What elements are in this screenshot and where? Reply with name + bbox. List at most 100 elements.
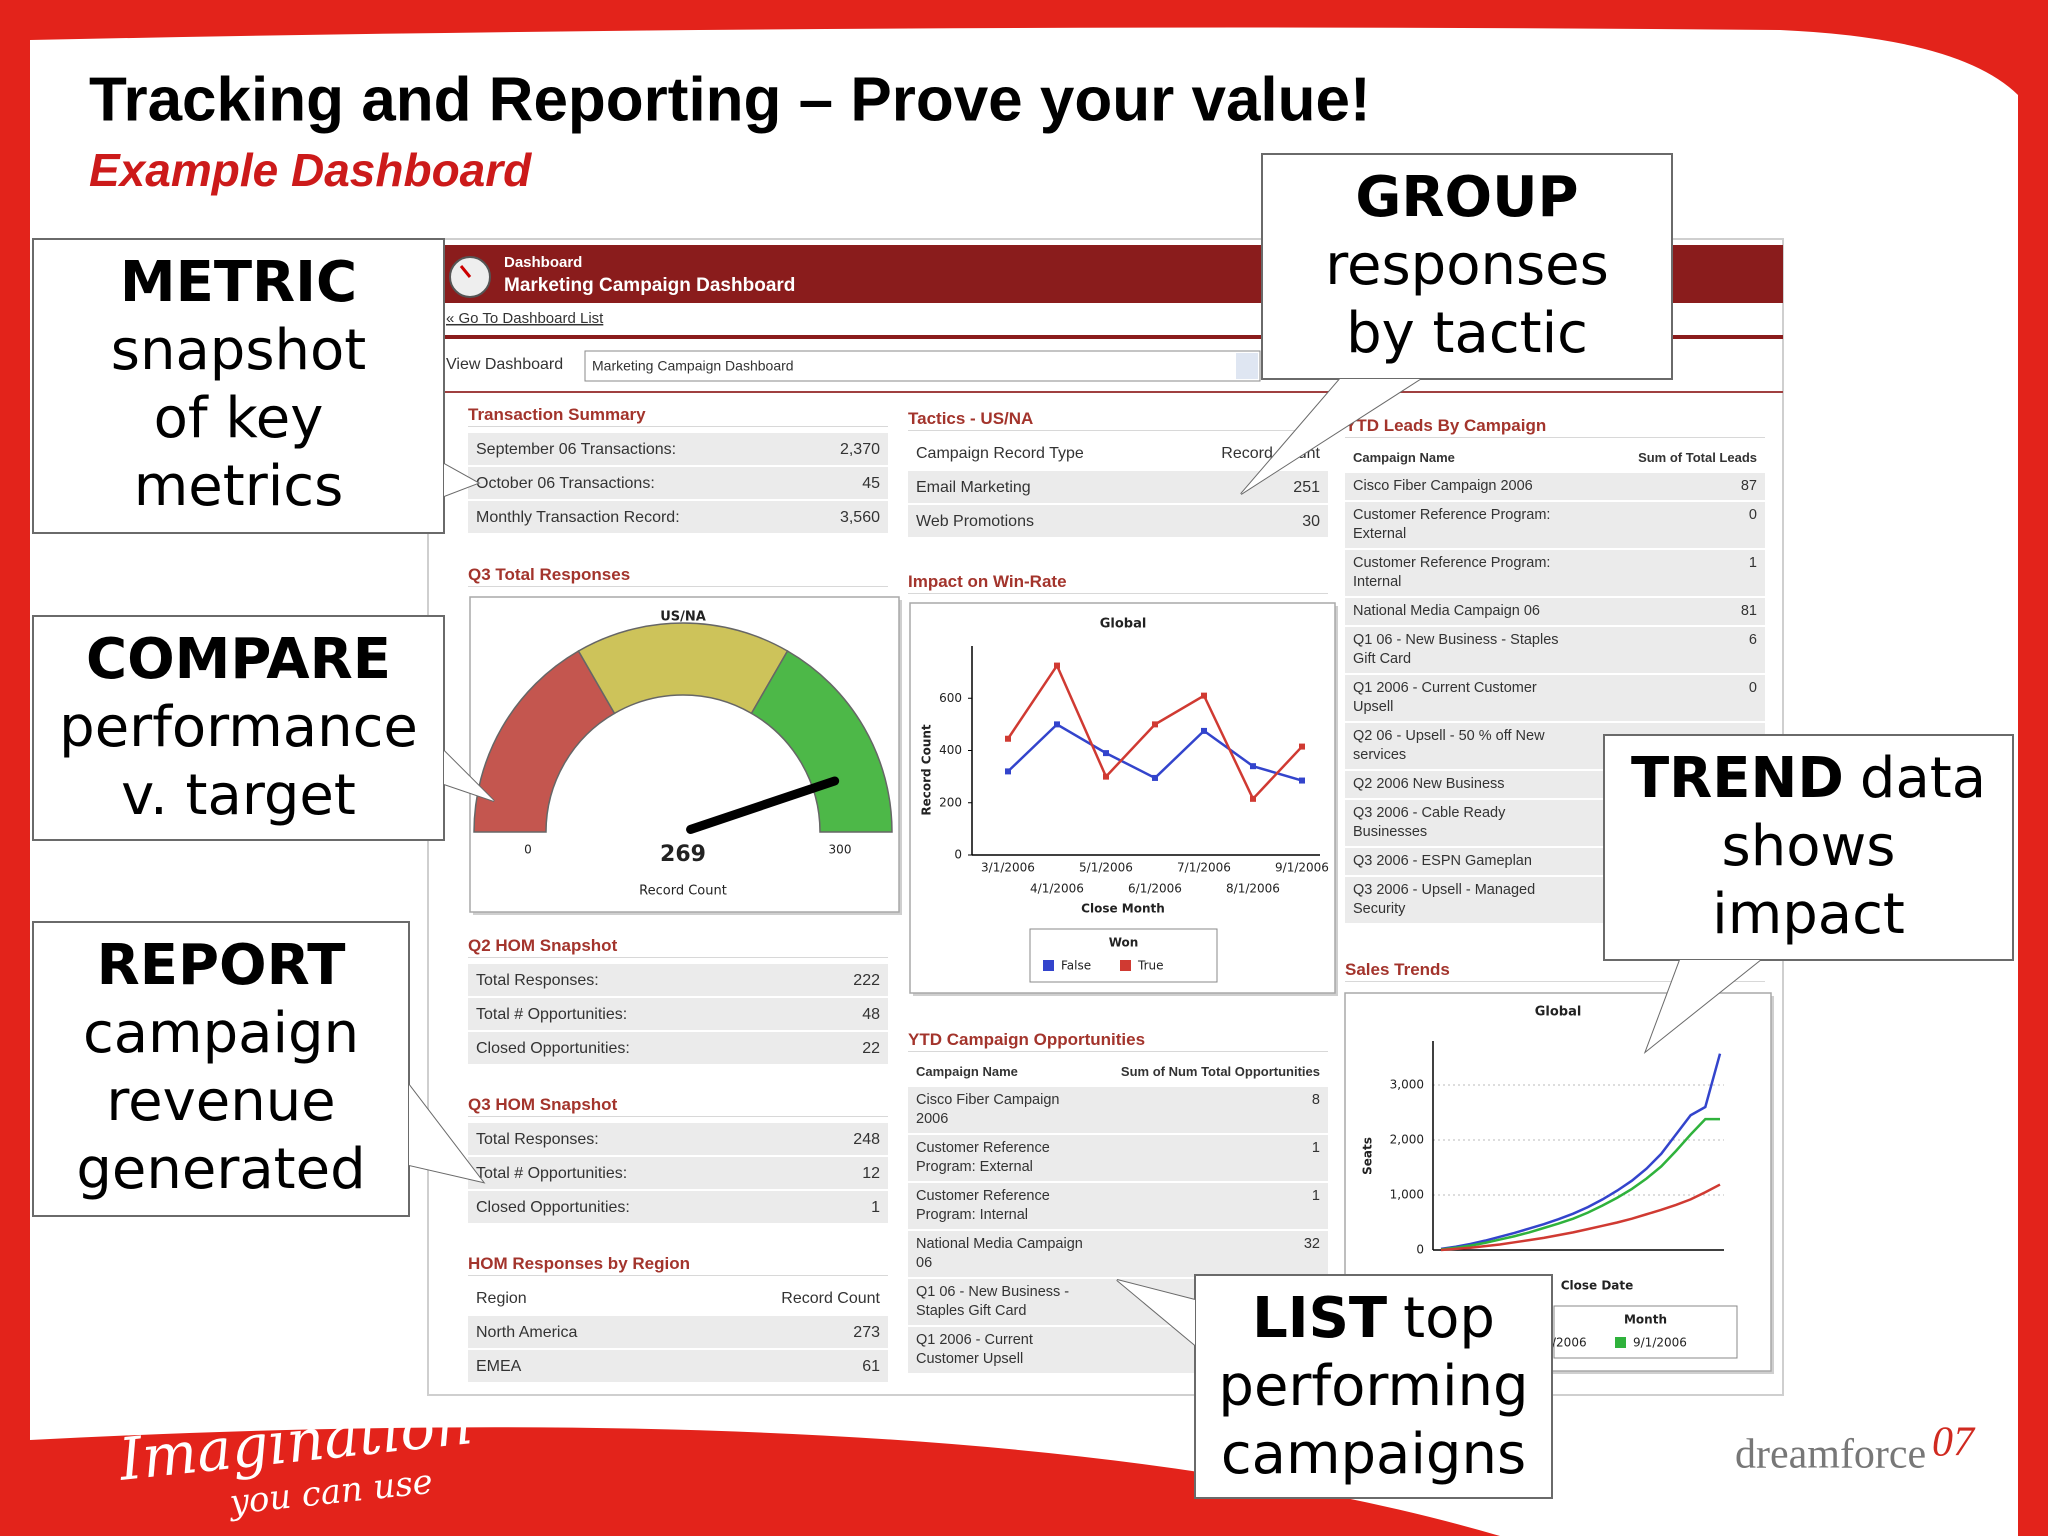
cell-name: Monthly Transaction Record: xyxy=(476,509,680,526)
panel-title: YTD Leads By Campaign xyxy=(1345,414,1765,438)
cell-value: 45 xyxy=(862,475,880,492)
table-row: National Media Campaign 06 32 xyxy=(908,1231,1328,1279)
cell-name: Campaign Name xyxy=(1353,450,1455,465)
cell-value: 1 xyxy=(1311,1188,1320,1204)
table-header: Campaign Record Type Record Count xyxy=(908,437,1328,471)
cell-value: 12 xyxy=(862,1165,880,1182)
cell-name: Region xyxy=(476,1290,527,1307)
table-row: Q1 2006 - Current Customer Upsell xyxy=(908,1327,1328,1375)
table-row: Q3 2006 - Upsell - Managed Security xyxy=(1345,877,1765,925)
cell-value: 1 xyxy=(1311,1140,1320,1156)
cell-name: Total Responses: xyxy=(476,972,599,989)
cell-value: 222 xyxy=(853,972,880,989)
cell-value: 3,560 xyxy=(839,509,880,526)
table-row: Q3 2006 - ESPN Gameplan xyxy=(1345,848,1765,877)
cell-value: Record Count xyxy=(781,1290,880,1307)
cell-value: 61 xyxy=(862,1358,880,1375)
cell-name: National Media Campaign 06 xyxy=(916,1236,1083,1271)
cell-value: 1 xyxy=(871,1199,880,1216)
table-row: Cisco Fiber Campaign 2006 87 xyxy=(1345,473,1765,502)
cell-value: Sum of Total Leads xyxy=(1638,450,1757,465)
cell-name: EMEA xyxy=(476,1358,522,1375)
cell-name: Cisco Fiber Campaign 2006 xyxy=(1353,478,1533,494)
cell-value: 6 xyxy=(1748,632,1757,648)
view-select xyxy=(584,350,1261,382)
cell-name: Q3 2006 - Upsell - Managed Security xyxy=(1353,882,1536,917)
panel-title: Tactics - US/NA xyxy=(908,407,1328,431)
dashboard-icon-hand xyxy=(459,265,472,278)
table-row: Total # Opportunities: 48 xyxy=(468,998,888,1032)
cell-name: Campaign Name xyxy=(916,1064,1018,1079)
cell-name: Web Promotions xyxy=(916,513,1034,530)
cell-name: Customer Reference Program: Internal xyxy=(1353,555,1551,590)
table-row: Q1 06 - New Business - Staples Gift Card… xyxy=(1345,627,1765,675)
table-row: Customer Reference Program: External 0 xyxy=(1345,502,1765,550)
table-header: Campaign Name Sum of Num Total Opportunit… xyxy=(908,1058,1328,1087)
table-row: EMEA 61 xyxy=(468,1350,888,1384)
table-row: Customer Reference Program: Internal 1 xyxy=(908,1183,1328,1231)
cell-value: 87 xyxy=(1740,478,1757,494)
table-row: Customer Reference Program: External 1 xyxy=(908,1135,1328,1183)
cell-name: Q1 2006 - Current Customer Upsell xyxy=(1353,680,1537,715)
panel-title: HOM Responses by Region xyxy=(468,1252,888,1276)
table: September 06 Transactions: 2,370 October 0… xyxy=(468,433,888,535)
panel-title: Q3 Total Responses xyxy=(468,563,888,587)
cell-value: Sum of Num Total Opportunities xyxy=(1120,1064,1320,1079)
table-row: Closed Opportunities: 1 xyxy=(468,1191,888,1225)
cell-value: 30 xyxy=(1302,513,1320,530)
table-row: Closed Opportunities: 22 xyxy=(468,1032,888,1066)
table-row: Total Responses: 248 xyxy=(468,1123,888,1157)
cell-name: Q2 06 - Upsell - 50 % off New services xyxy=(1353,728,1545,763)
cell-name: Cisco Fiber Campaign 2006 xyxy=(916,1092,1060,1127)
cell-name: Total # Opportunities: xyxy=(476,1006,628,1023)
cell-value: 0 xyxy=(1748,507,1757,523)
table: Campaign Name Sum of Total Leads Cisco Fib… xyxy=(1345,444,1765,925)
cell-value: 48 xyxy=(862,1006,880,1023)
cell-name: Q3 2006 - ESPN Gameplan xyxy=(1353,853,1532,869)
table-row: Q3 2006 - Cable Ready Businesses xyxy=(1345,800,1765,848)
panel-title: Transaction Summary xyxy=(468,403,888,427)
panel-title: Q2 HOM Snapshot xyxy=(468,934,888,958)
table: Region Record Count North America 273 EMEA 61 xyxy=(468,1282,888,1384)
cell-value: 81 xyxy=(1740,603,1757,619)
table: Total Responses: 222 Total # Opportunities… xyxy=(468,964,888,1066)
table-row: Q1 06 - New Business - Staples Gift Card xyxy=(908,1279,1328,1327)
table-row: Total # Opportunities: 12 xyxy=(468,1157,888,1191)
panel-title: YTD Campaign Opportunities xyxy=(908,1028,1328,1052)
table: Campaign Record Type Record Count Email Ma… xyxy=(908,437,1328,539)
cell-value: Record Count xyxy=(1221,445,1320,462)
cell-value: 32 xyxy=(1303,1236,1320,1252)
select-arrow xyxy=(1236,353,1258,379)
panel-title: Sales Trends xyxy=(1345,958,1765,982)
cell-name: Q3 2006 - Cable Ready Businesses xyxy=(1353,805,1506,840)
table-row: Q2 2006 New Business xyxy=(1345,771,1765,800)
table-row: September 06 Transactions: 2,370 xyxy=(468,433,888,467)
cell-name: Customer Reference Program: External xyxy=(1353,507,1551,542)
cell-name: Closed Opportunities: xyxy=(476,1199,630,1216)
table-row: Email Marketing 251 xyxy=(908,471,1328,505)
table-row: Q2 06 - Upsell - 50 % off New services xyxy=(1345,723,1765,771)
cell-name: North America xyxy=(476,1324,578,1341)
table-row: Cisco Fiber Campaign 2006 8 xyxy=(908,1087,1328,1135)
table-row: Customer Reference Program: Internal 1 xyxy=(1345,550,1765,598)
cell-name: Closed Opportunities: xyxy=(476,1040,630,1057)
cell-name: Total # Opportunities: xyxy=(476,1165,628,1182)
panel-title: Q3 HOM Snapshot xyxy=(468,1093,888,1117)
table-header: Region Record Count xyxy=(468,1282,888,1316)
cell-value: 8 xyxy=(1311,1092,1320,1108)
table-row: Monthly Transaction Record: 3,560 xyxy=(468,501,888,535)
cell-value: 273 xyxy=(853,1324,880,1341)
cell-name: Q2 2006 New Business xyxy=(1353,776,1505,792)
cell-name: Q1 2006 - Current Customer Upsell xyxy=(916,1332,1033,1367)
cell-name: National Media Campaign 06 xyxy=(1353,603,1540,619)
cell-value: 248 xyxy=(853,1131,880,1148)
cell-value: 0 xyxy=(1748,680,1757,696)
table-row: Web Promotions 30 xyxy=(908,505,1328,539)
cell-value: 1 xyxy=(1748,555,1757,571)
table: Campaign Name Sum of Num Total Opportunit… xyxy=(908,1058,1328,1375)
cell-name: Customer Reference Program: Internal xyxy=(916,1188,1050,1223)
cell-name: October 06 Transactions: xyxy=(476,475,655,492)
table-header: Campaign Name Sum of Total Leads xyxy=(1345,444,1765,473)
